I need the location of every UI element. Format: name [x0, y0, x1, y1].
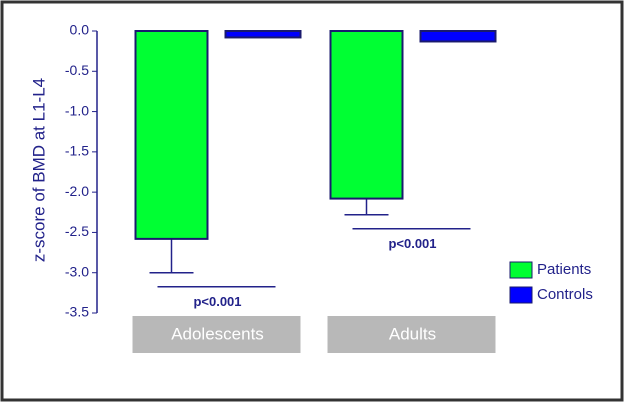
y-tick-label: -2.0	[65, 183, 89, 199]
category-label: Adults	[389, 324, 436, 343]
legend-swatch	[509, 286, 533, 304]
y-tick-label: -1.0	[65, 102, 89, 118]
y-tick-label: -1.5	[65, 143, 89, 159]
annotation: p<0.001	[193, 294, 241, 309]
y-tick-label: -3.5	[65, 304, 89, 320]
bar	[329, 30, 404, 200]
error-bar	[344, 198, 389, 216]
bar	[224, 30, 302, 39]
y-tick-label: -3.0	[65, 263, 89, 279]
legend-label: Patients	[537, 261, 591, 278]
category-label: Adolescents	[171, 324, 264, 343]
y-tick-label: -0.5	[65, 62, 89, 78]
y-tick-label: 0.0	[70, 22, 90, 38]
legend-swatch	[509, 261, 533, 279]
legend-label: Controls	[537, 286, 593, 303]
y-tick-label: -2.5	[65, 223, 89, 239]
bar	[419, 30, 497, 43]
annotation: p<0.001	[388, 236, 436, 251]
category-box	[327, 316, 496, 353]
error-bar	[149, 238, 194, 274]
y-axis-label: z-score of BMD at L1-L4	[29, 78, 48, 262]
bar	[134, 30, 209, 240]
category-box	[132, 316, 301, 353]
